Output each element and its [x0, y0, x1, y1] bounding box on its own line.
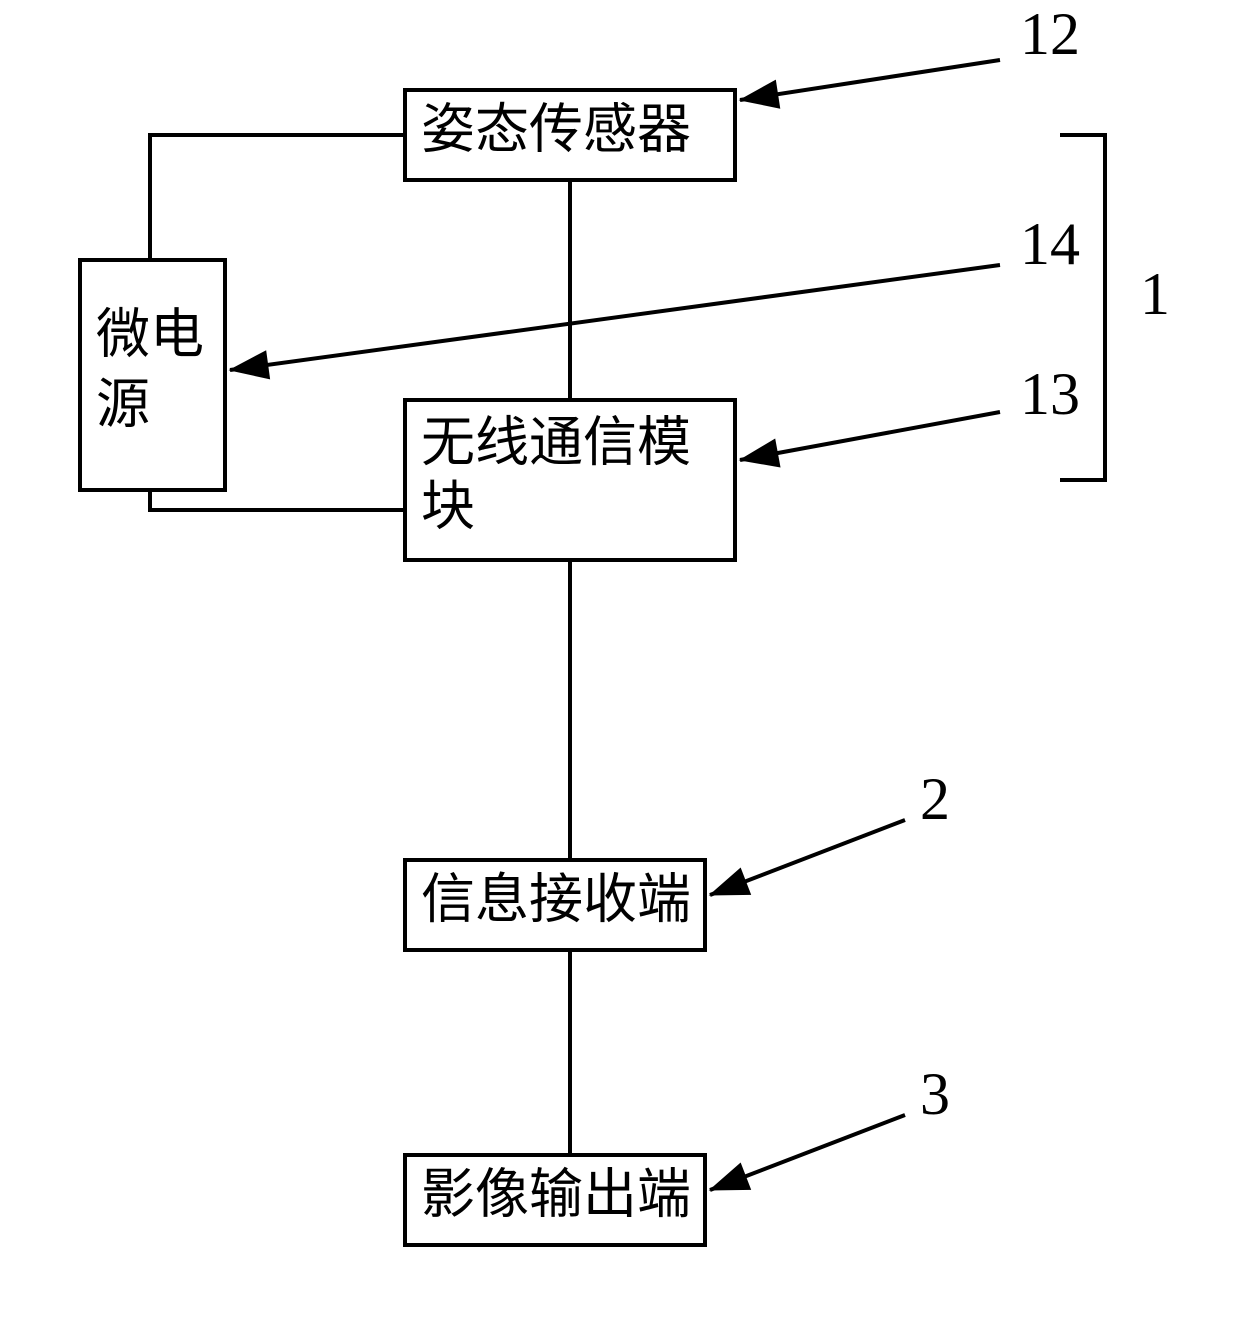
group-bracket-1 — [1060, 135, 1105, 480]
box-image_output-label-0: 影像输出端 — [421, 1164, 691, 1224]
callout-n12-line — [740, 60, 1000, 100]
box-wireless_module-label-1: 块 — [421, 476, 475, 536]
callout-n2-arrowhead — [710, 868, 750, 895]
callout-n13-label: 13 — [1020, 361, 1080, 427]
callout-n3-label: 3 — [920, 1061, 950, 1127]
connector-wireless_module-to-micro_power — [150, 490, 405, 510]
box-micro_power-label-1: 源 — [96, 374, 150, 434]
callout-n14-arrowhead — [230, 351, 270, 379]
box-micro_power-label-0: 微电 — [96, 304, 204, 364]
callout-n12-label: 12 — [1020, 1, 1080, 67]
callout-n14-label: 14 — [1020, 211, 1080, 277]
callout-n13-arrowhead — [740, 439, 780, 467]
box-attitude_sensor-label-0: 姿态传感器 — [421, 99, 691, 159]
callout-n13-line — [740, 412, 1000, 460]
box-info_receiver-label-0: 信息接收端 — [421, 869, 691, 929]
callout-n12-arrowhead — [740, 80, 780, 108]
connector-attitude_sensor-to-micro_power — [150, 135, 405, 260]
callout-n3-arrowhead — [710, 1163, 750, 1190]
box-wireless_module-label-0: 无线通信模 — [421, 412, 691, 472]
callout-n2-label: 2 — [920, 766, 950, 832]
callout-n1-label: 1 — [1140, 261, 1170, 327]
callout-n14-line — [230, 265, 1000, 370]
